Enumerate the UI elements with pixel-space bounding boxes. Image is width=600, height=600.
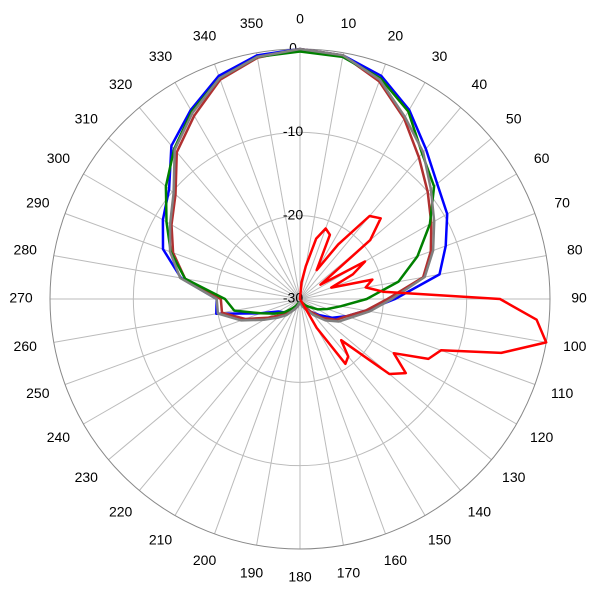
angle-label: 210 <box>149 531 173 547</box>
angle-label: 200 <box>193 552 217 568</box>
spoke <box>108 137 301 300</box>
angle-label: 80 <box>567 241 583 257</box>
angle-label: 40 <box>472 76 488 92</box>
angle-label: 90 <box>571 290 587 306</box>
radial-tick-label: 0 <box>289 40 297 56</box>
angle-label: 160 <box>384 552 408 568</box>
spoke <box>83 173 301 300</box>
angle-label: 280 <box>14 241 38 257</box>
spoke <box>214 298 301 535</box>
angle-label: 30 <box>432 48 448 64</box>
series-line <box>168 47 436 323</box>
angle-label: 110 <box>551 385 574 401</box>
angle-label: 150 <box>428 531 452 547</box>
angle-label: 180 <box>288 569 312 585</box>
angle-label: 230 <box>75 469 99 485</box>
angle-label: 100 <box>563 338 587 354</box>
angle-label: 170 <box>337 564 361 580</box>
spoke <box>214 63 301 300</box>
series-line <box>298 214 548 376</box>
angle-label: 130 <box>502 469 526 485</box>
spoke <box>299 298 344 546</box>
angle-label: 10 <box>341 15 357 31</box>
spoke <box>299 107 462 300</box>
angle-label: 330 <box>149 48 173 64</box>
spoke <box>138 298 301 491</box>
angle-label: 270 <box>9 290 33 306</box>
spoke <box>299 137 492 300</box>
angle-label: 190 <box>240 564 264 580</box>
angle-label: 340 <box>193 28 217 44</box>
angle-label: 240 <box>47 429 71 445</box>
angle-label: 350 <box>240 15 264 31</box>
spoke <box>256 52 301 300</box>
spoke <box>299 63 386 300</box>
spoke <box>64 213 301 300</box>
angle-label: 50 <box>506 110 522 126</box>
angle-label: 0 <box>296 11 304 27</box>
angle-label: 220 <box>109 503 133 519</box>
radial-tick-label: -20 <box>283 206 303 222</box>
ring <box>132 131 468 467</box>
angle-label: 20 <box>388 28 404 44</box>
spoke <box>174 298 301 516</box>
spoke <box>256 298 301 546</box>
angle-label: 300 <box>47 150 71 166</box>
angle-label: 120 <box>530 429 554 445</box>
spoke <box>299 173 517 300</box>
spoke <box>53 298 301 343</box>
spoke <box>53 255 301 300</box>
spoke <box>299 298 426 516</box>
spoke <box>299 52 344 300</box>
spoke <box>174 82 301 300</box>
angle-label: 310 <box>75 110 99 126</box>
spoke <box>299 298 536 385</box>
angle-label: 140 <box>468 503 492 519</box>
series-line <box>161 47 449 320</box>
spoke <box>138 107 301 300</box>
angle-label: 320 <box>109 76 133 92</box>
radial-tick-label: -10 <box>283 123 303 139</box>
angle-label: 260 <box>14 338 38 354</box>
angle-label: 250 <box>26 385 50 401</box>
radial-tick-label: -30 <box>283 290 303 306</box>
spoke <box>299 298 462 491</box>
angle-label: 70 <box>554 194 570 210</box>
spoke <box>299 298 386 535</box>
angle-label: 290 <box>26 194 50 210</box>
angle-label: 60 <box>534 150 550 166</box>
spoke <box>299 298 492 461</box>
spoke <box>108 298 301 461</box>
